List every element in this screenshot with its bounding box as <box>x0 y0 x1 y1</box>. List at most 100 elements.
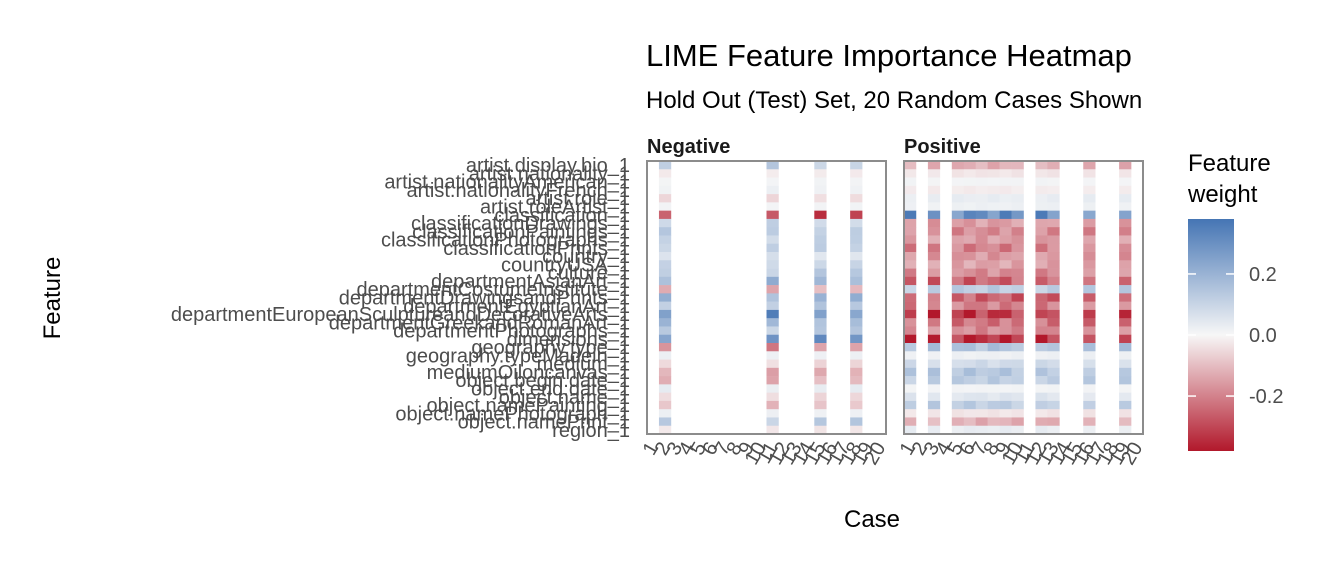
heatmap-cell <box>1083 318 1096 327</box>
heatmap-cell <box>987 417 1000 427</box>
heatmap-cell <box>999 235 1012 245</box>
heatmap-cell <box>814 210 827 220</box>
heatmap-cell <box>999 326 1012 336</box>
heatmap-cell <box>1119 351 1132 360</box>
heatmap-cell <box>1083 309 1096 319</box>
heatmap-cell <box>999 384 1012 393</box>
heatmap-cell <box>951 235 965 245</box>
heatmap-cell <box>904 351 917 360</box>
heatmap-cell <box>951 194 965 203</box>
heatmap-cell <box>658 194 672 203</box>
heatmap-cell <box>1047 218 1060 228</box>
heatmap-cell <box>1035 194 1048 203</box>
y-tick-label: departmentEgyptianArt_1 <box>403 296 630 318</box>
heatmap-cell <box>951 359 965 369</box>
heatmap-cell <box>814 285 827 294</box>
heatmap-cell <box>987 384 1000 393</box>
heatmap-cell <box>658 169 672 178</box>
heatmap-cell <box>850 400 863 410</box>
heatmap-cell <box>1119 185 1132 195</box>
heatmap-cell <box>1083 359 1096 369</box>
heatmap-cell <box>975 309 988 319</box>
heatmap-cell <box>1011 293 1024 302</box>
y-tick-label: object.begin.date_1 <box>455 370 630 392</box>
heatmap-cell <box>963 425 976 435</box>
heatmap-cell <box>1035 334 1048 344</box>
heatmap-cell <box>927 285 941 294</box>
heatmap-cell <box>1083 243 1096 253</box>
heatmap-cell <box>927 351 941 360</box>
heatmap-cell <box>1047 318 1060 327</box>
heatmap-cell <box>814 351 827 360</box>
heatmap-cell <box>1119 268 1132 278</box>
heatmap-cell <box>814 417 827 427</box>
heatmap-cell <box>999 194 1012 203</box>
heatmap-cell <box>814 376 827 385</box>
heatmap-cell <box>975 392 988 402</box>
heatmap-cell <box>904 400 917 410</box>
heatmap-cell <box>963 235 976 245</box>
heatmap-cell <box>927 202 941 211</box>
heatmap-cell <box>963 326 976 336</box>
heatmap-cell <box>1083 161 1096 170</box>
heatmap-cell <box>1047 351 1060 360</box>
heatmap-cell <box>999 351 1012 360</box>
heatmap-cell <box>1011 376 1024 385</box>
heatmap-cell <box>1011 384 1024 393</box>
heatmap-cell <box>951 227 965 236</box>
heatmap-cell <box>814 384 827 393</box>
heatmap-cell <box>927 318 941 327</box>
heatmap-cell <box>1083 351 1096 360</box>
heatmap-cell <box>987 359 1000 369</box>
heatmap-cell <box>951 367 965 377</box>
heatmap-cell <box>975 318 988 327</box>
heatmap-cell <box>904 218 917 228</box>
heatmap-cell <box>1119 169 1132 178</box>
heatmap-cell <box>904 202 917 211</box>
heatmap-cell <box>987 425 1000 435</box>
heatmap-cell <box>927 161 941 170</box>
heatmap-cell <box>658 276 672 286</box>
heatmap-cell <box>975 202 988 211</box>
heatmap-cell <box>999 376 1012 385</box>
heatmap-cell <box>1035 276 1048 286</box>
heatmap-cell <box>766 218 779 228</box>
heatmap-cell <box>1047 243 1060 253</box>
heatmap-cell <box>814 326 827 336</box>
y-tick-label: artist.display.bio_1 <box>466 155 630 177</box>
heatmap-cell <box>1083 376 1096 385</box>
heatmap-cell <box>766 260 779 269</box>
heatmap-cell <box>951 276 965 286</box>
heatmap-cell <box>1011 252 1024 261</box>
legend-title-line1: Feature <box>1188 150 1271 177</box>
heatmap-cell <box>904 161 917 170</box>
heatmap-cell <box>1011 326 1024 336</box>
heatmap-cell <box>1047 359 1060 369</box>
heatmap-cell <box>658 177 672 187</box>
heatmap-cell <box>1011 276 1024 286</box>
heatmap-cell <box>658 359 672 369</box>
heatmap-cell <box>1083 202 1096 211</box>
heatmap-cell <box>1011 202 1024 211</box>
heatmap-cell <box>766 376 779 385</box>
heatmap-cell <box>999 252 1012 261</box>
heatmap-cell <box>658 218 672 228</box>
heatmap-cell <box>1035 169 1048 178</box>
heatmap-cell <box>963 227 976 236</box>
heatmap-cell <box>951 185 965 195</box>
heatmap-cell <box>1119 425 1132 435</box>
heatmap-cell <box>1035 252 1048 261</box>
heatmap-cell <box>951 343 965 352</box>
heatmap-cell <box>1119 417 1132 427</box>
heatmap-cell <box>927 326 941 336</box>
heatmap-cell <box>658 202 672 211</box>
heatmap-cell <box>927 293 941 302</box>
heatmap-cell <box>766 285 779 294</box>
heatmap-cell <box>766 293 779 302</box>
heatmap-cell <box>963 351 976 360</box>
heatmap-cell <box>975 400 988 410</box>
heatmap-cell <box>904 334 917 344</box>
heatmap-cell <box>658 400 672 410</box>
heatmap-cell <box>814 235 827 245</box>
heatmap-cell <box>850 202 863 211</box>
